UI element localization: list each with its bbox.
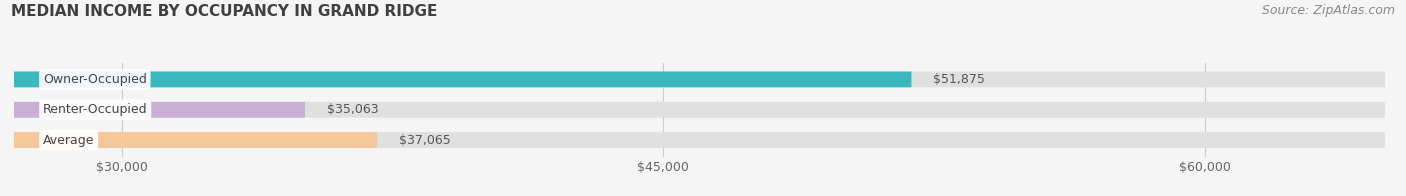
FancyBboxPatch shape	[14, 102, 305, 118]
Text: Average: Average	[44, 134, 94, 147]
Text: MEDIAN INCOME BY OCCUPANCY IN GRAND RIDGE: MEDIAN INCOME BY OCCUPANCY IN GRAND RIDG…	[11, 4, 437, 19]
FancyBboxPatch shape	[14, 132, 377, 148]
Text: Renter-Occupied: Renter-Occupied	[44, 103, 148, 116]
FancyBboxPatch shape	[14, 72, 1385, 87]
Text: Source: ZipAtlas.com: Source: ZipAtlas.com	[1261, 4, 1395, 17]
FancyBboxPatch shape	[14, 132, 1385, 148]
Text: Owner-Occupied: Owner-Occupied	[44, 73, 146, 86]
Text: $51,875: $51,875	[934, 73, 986, 86]
FancyBboxPatch shape	[14, 102, 1385, 118]
FancyBboxPatch shape	[14, 72, 911, 87]
Text: $37,065: $37,065	[399, 134, 450, 147]
Text: $35,063: $35,063	[326, 103, 378, 116]
